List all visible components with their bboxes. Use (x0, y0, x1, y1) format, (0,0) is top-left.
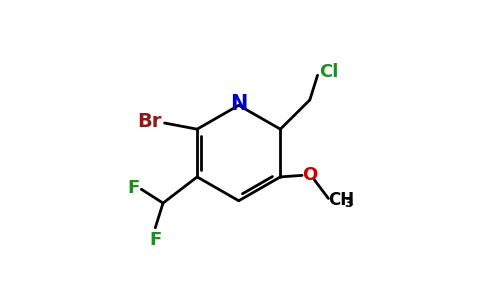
Text: N: N (230, 94, 247, 114)
Text: Br: Br (137, 112, 162, 131)
Text: F: F (128, 179, 140, 197)
Text: Cl: Cl (319, 63, 338, 81)
Text: CH: CH (329, 191, 355, 209)
Text: O: O (302, 167, 318, 184)
Text: F: F (149, 231, 161, 249)
Text: 3: 3 (344, 197, 352, 210)
